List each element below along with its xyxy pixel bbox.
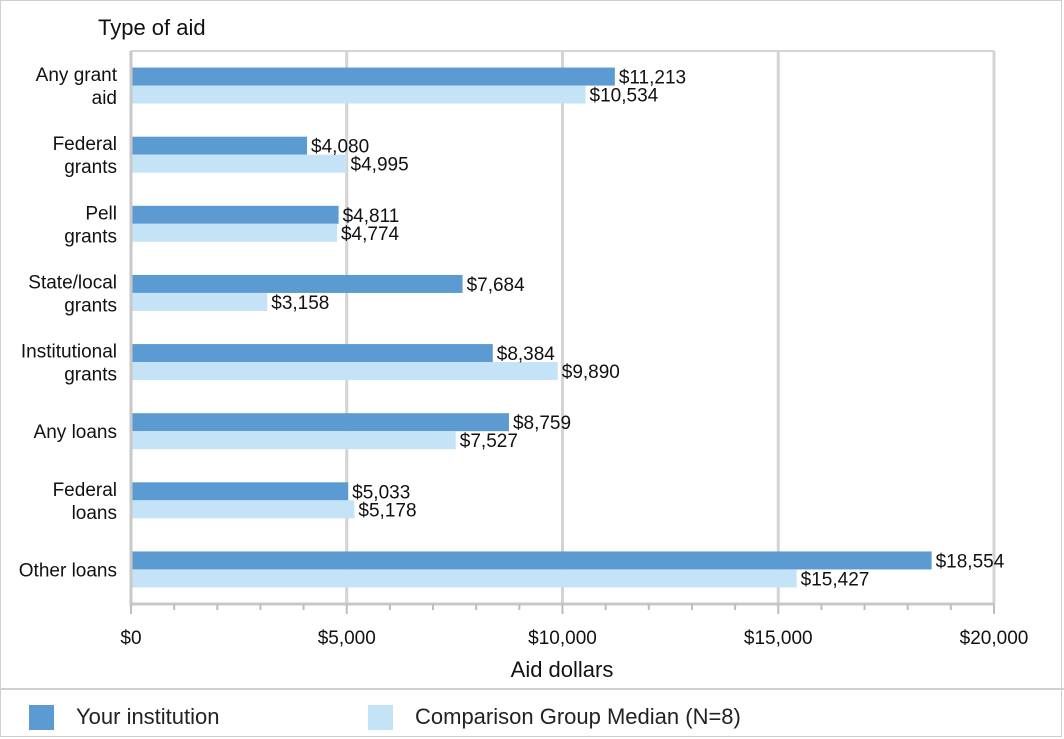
bar-median: [131, 500, 355, 519]
bar-median: [131, 362, 558, 381]
bar-layer: [131, 67, 932, 588]
data-label: $11,213: [619, 68, 686, 89]
data-label: $7,527: [460, 431, 518, 452]
bar-institution: [131, 551, 932, 570]
bar-median: [131, 292, 268, 311]
category-label: grants: [64, 157, 117, 178]
category-label: Pell: [85, 203, 117, 224]
category-label: Any grant: [36, 65, 118, 86]
data-label: $4,995: [351, 155, 409, 176]
chart-title: Type of aid: [98, 15, 206, 40]
category-label: grants: [64, 295, 117, 316]
bar-institution: [131, 67, 615, 86]
legend: Your institution Comparison Group Median…: [0, 688, 1064, 739]
data-label: $8,384: [497, 344, 556, 365]
category-label: grants: [64, 365, 117, 386]
bar-median: [131, 223, 337, 242]
legend-swatch-institution: [29, 704, 54, 730]
data-label: $4,774: [341, 224, 400, 245]
category-label: Any loans: [34, 422, 117, 443]
category-label: grants: [64, 226, 117, 247]
data-label: $9,890: [562, 362, 620, 383]
legend-label-median: Comparison Group Median (N=8): [415, 704, 741, 729]
grid-layer: [131, 50, 996, 604]
data-label: $15,427: [801, 569, 870, 590]
bar-median: [131, 85, 586, 104]
category-label: Federal: [53, 480, 117, 501]
bar-institution: [131, 482, 349, 501]
bar-institution: [131, 413, 509, 432]
x-tick-label: $15,000: [744, 628, 813, 649]
category-label: State/local: [28, 272, 117, 293]
category-label: loans: [72, 503, 117, 524]
category-label: Other loans: [19, 560, 117, 581]
bar-median: [131, 569, 797, 588]
category-label: aid: [92, 88, 117, 109]
data-label: $18,554: [936, 551, 1005, 572]
bar-institution: [131, 136, 308, 155]
data-label: $3,158: [271, 293, 329, 314]
data-label: $5,178: [358, 500, 416, 521]
legend-item-institution: Your institution: [29, 704, 220, 730]
data-label: $5,033: [352, 482, 410, 503]
data-label: $4,811: [343, 206, 400, 227]
bar-median: [131, 154, 347, 173]
x-tick-label: $20,000: [960, 628, 1029, 649]
x-tick-label: $10,000: [528, 628, 597, 649]
bar-median: [131, 431, 456, 450]
legend-swatch-median: [368, 704, 393, 730]
axis-layer: $0 $5,000 $10,000 $15,000 $20,000: [120, 51, 1028, 649]
bar-institution: [131, 274, 463, 293]
legend-item-median: Comparison Group Median (N=8): [368, 704, 741, 730]
category-label: Institutional: [21, 342, 117, 363]
legend-label-institution: Your institution: [76, 704, 220, 729]
data-label: $10,534: [590, 86, 659, 107]
data-label: $8,759: [513, 413, 571, 434]
bar-institution: [131, 344, 493, 363]
data-label: $4,080: [311, 137, 369, 158]
bar-institution: [131, 205, 339, 224]
data-label: $7,684: [467, 275, 526, 296]
x-axis-title: Aid dollars: [511, 657, 614, 682]
x-tick-label: $0: [120, 628, 141, 649]
x-tick-label: $5,000: [318, 628, 376, 649]
category-label: Federal: [53, 134, 117, 155]
